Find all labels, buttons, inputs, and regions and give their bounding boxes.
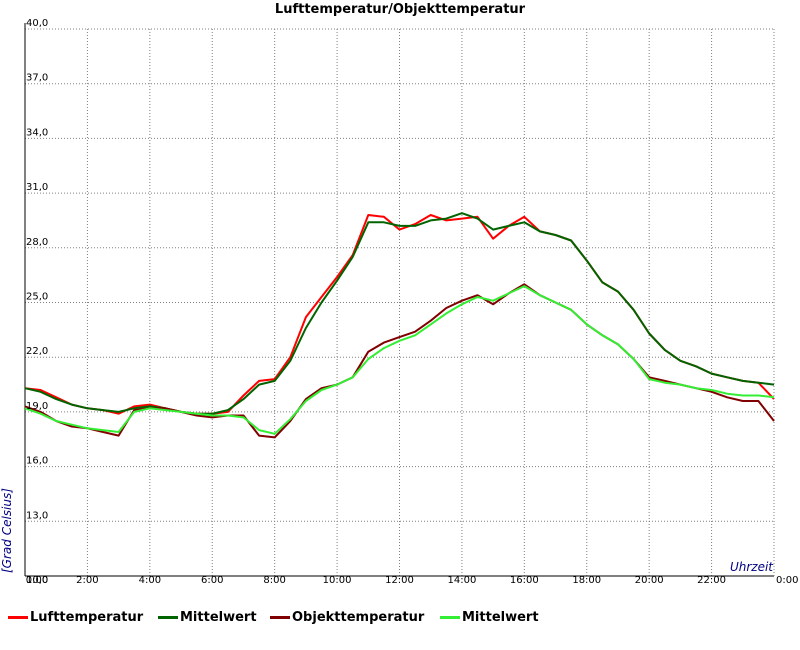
x-tick-label: 0:00 (26, 575, 48, 586)
x-tick-label: 4:00 (139, 575, 161, 586)
legend-swatch (158, 615, 178, 619)
x-tick-label: 22:00 (697, 575, 726, 586)
y-tick-label: 37,0 (26, 73, 48, 84)
y-tick-label: 10,0 (26, 575, 48, 586)
x-axis-label: Uhrzeit (730, 560, 774, 574)
y-tick-label: 28,0 (26, 237, 48, 248)
legend-label: Objekttemperatur (292, 609, 425, 625)
y-tick-label: 40,0 (26, 18, 48, 29)
series-layer (24, 212, 775, 439)
chart-legend: Lufttemperatur Mittelwert Objekttemperatur… (0, 606, 800, 630)
x-tick-label: 14:00 (448, 575, 477, 586)
series-line-2 (24, 212, 775, 415)
legend-item: Mittelwert (440, 606, 539, 628)
legend-label: Lufttemperatur (30, 609, 144, 625)
y-tick-label: 16,0 (26, 456, 48, 467)
x-tick-label: 2:00 (76, 575, 98, 586)
y-tick-label: 13,0 (26, 510, 48, 521)
x-tick-label: 6:00 (201, 575, 223, 586)
y-tick-label: 34,0 (26, 127, 48, 138)
legend-swatch (270, 615, 290, 619)
series-line-4 (24, 285, 775, 435)
x-tick-label: 18:00 (572, 575, 601, 586)
chart-title: Lufttemperatur/Objekttemperatur (275, 2, 526, 17)
legend-item: Lufttemperatur (8, 606, 143, 628)
x-tick-label: 16:00 (510, 575, 539, 586)
x-tick-label: 12:00 (385, 575, 414, 586)
legend-item: Mittelwert (158, 606, 257, 628)
grid-lines (25, 28, 775, 576)
x-tick-label: 0:00 (776, 575, 798, 586)
tick-labels: 0:00 2:00 4:00 6:00 8:00 10:00 12:00 14:00 16:00… (26, 18, 799, 586)
x-tick-label: 8:00 (263, 575, 285, 586)
series-line-3 (24, 283, 775, 439)
legend-item: Objekttemperatur (270, 606, 424, 628)
y-tick-label: 25,0 (26, 292, 48, 303)
axes (24, 23, 775, 577)
legend-swatch (8, 615, 28, 619)
y-tick-label: 22,0 (26, 346, 48, 357)
x-tick-label: 20:00 (635, 575, 664, 586)
legend-swatch (440, 615, 460, 619)
y-tick-label: 31,0 (26, 182, 48, 193)
legend-label: Mittelwert (180, 609, 257, 625)
y-axis-label: [Grad Celsius] (0, 488, 14, 573)
y-tick-label: 19,0 (26, 401, 48, 412)
legend-label: Mittelwert (462, 609, 539, 625)
temperature-chart: Lufttemperatur/Objekttemperatur 0:00 2:00… (0, 2, 799, 586)
x-tick-label: 10:00 (323, 575, 352, 586)
